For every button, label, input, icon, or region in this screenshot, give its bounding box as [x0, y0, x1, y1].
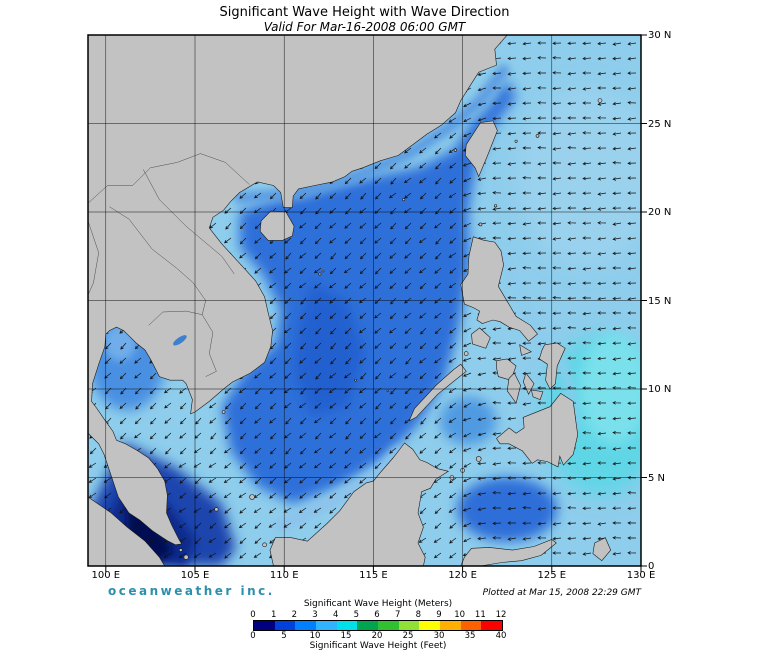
- land-halmahera: [592, 537, 612, 562]
- legend-feet-tick: 5: [281, 631, 287, 641]
- land-masbate: [519, 344, 532, 356]
- page-title: Significant Wave Height with Wave Direct…: [219, 5, 510, 20]
- oceanweather-logo: oceanweather inc.: [108, 584, 275, 598]
- lon-label: 115 E: [359, 570, 388, 581]
- legend-color-cell: [357, 621, 379, 630]
- valid-time-subtitle: Valid For Mar-16-2008 06:00 GMT: [263, 20, 466, 34]
- legend-feet-tick: 40: [495, 631, 507, 641]
- legend-color-cell: [419, 621, 441, 630]
- legend-meter-tick: 3: [312, 610, 318, 620]
- land-palawan: [408, 363, 467, 422]
- land-sumatra: [88, 496, 166, 566]
- legend-meter-tick: 2: [291, 610, 298, 620]
- legend-meter-tick: 1: [270, 610, 277, 620]
- legend-color-cell: [378, 621, 399, 630]
- legend-feet-tick: 10: [309, 631, 321, 641]
- legend-meter-tick: 12: [495, 610, 507, 620]
- legend-feet-tick: 20: [371, 631, 383, 641]
- legend-meters-ticks: 0 1 2 3 4 5 6 7 8 9 10 11 12: [250, 610, 506, 620]
- land-borneo: [269, 442, 450, 566]
- legend-meters-title: Significant Wave Height (Meters): [303, 599, 453, 609]
- legend-meter-tick: 4: [332, 610, 339, 620]
- lat-label: 10 N: [648, 384, 672, 395]
- land-hainan: [259, 210, 295, 241]
- legend-feet-tick: 15: [340, 631, 352, 641]
- legend-meter-tick: 11: [474, 610, 486, 620]
- legend-meter-tick: 0: [250, 610, 256, 620]
- map-frame: [87, 34, 642, 567]
- lon-label: 120 E: [448, 570, 477, 581]
- legend-meter-tick: 6: [374, 610, 380, 620]
- lon-label: 100 E: [91, 570, 121, 581]
- axis-ticks: [105, 34, 647, 572]
- lat-label: 15 N: [648, 295, 672, 307]
- lat-label: 30 N: [648, 30, 672, 41]
- land-mindanao: [496, 393, 579, 468]
- lat-label: 25 N: [648, 118, 672, 130]
- land-cebu: [522, 372, 535, 396]
- legend-meter-tick: 5: [353, 610, 360, 620]
- legend-color-cell: [481, 621, 503, 630]
- grid-lines: [88, 35, 641, 566]
- legend-feet-ticks: 0 5 10 15 20 25 30 35 40: [250, 631, 506, 641]
- land-negros: [506, 372, 521, 404]
- legend-color-cell: [295, 621, 317, 630]
- lon-label: 125 E: [537, 570, 567, 581]
- wave-height-map: [87, 34, 647, 572]
- plotted-timestamp: Plotted at Mar 15, 2008 22:29 GMT: [482, 588, 641, 598]
- legend-color-cell: [398, 621, 420, 630]
- lon-label: 110 E: [269, 570, 299, 581]
- small-islands: [179, 98, 603, 560]
- lon-label: 105 E: [180, 570, 210, 581]
- lake-tonle-sap: [173, 335, 187, 346]
- country-borders: [88, 153, 250, 377]
- legend-meter-tick: 9: [436, 610, 442, 620]
- lon-label: 130 E: [626, 570, 656, 581]
- land-luzon: [460, 236, 538, 342]
- legend-color-cell: [254, 621, 275, 630]
- land-mindoro: [471, 327, 491, 349]
- legend-color-cell: [336, 621, 358, 630]
- legend-feet-tick: 35: [464, 631, 476, 641]
- legend-feet-tick: 30: [433, 631, 445, 641]
- lat-label: 0: [648, 561, 655, 572]
- legend-color-cell: [274, 621, 296, 630]
- legend-feet-tick: 0: [250, 631, 256, 641]
- lat-label: 5 N: [648, 472, 666, 484]
- legend-meter-tick: 8: [415, 610, 422, 620]
- land-mainland-asia: [88, 35, 508, 546]
- legend-color-cell: [316, 621, 337, 630]
- legend-meter-tick: 10: [454, 610, 466, 620]
- legend-feet-title: Significant Wave Height (Feet): [309, 641, 447, 651]
- land-bohol: [530, 389, 544, 400]
- legend-feet-tick: 25: [402, 631, 414, 641]
- land-masses: [88, 35, 612, 566]
- legend-color-cell: [440, 621, 461, 630]
- legend-color-cell: [460, 621, 482, 630]
- lat-label: 20 N: [648, 207, 672, 218]
- legend-color-bar: [253, 620, 503, 631]
- land-taiwan: [464, 120, 498, 178]
- legend-meter-tick: 7: [394, 610, 401, 620]
